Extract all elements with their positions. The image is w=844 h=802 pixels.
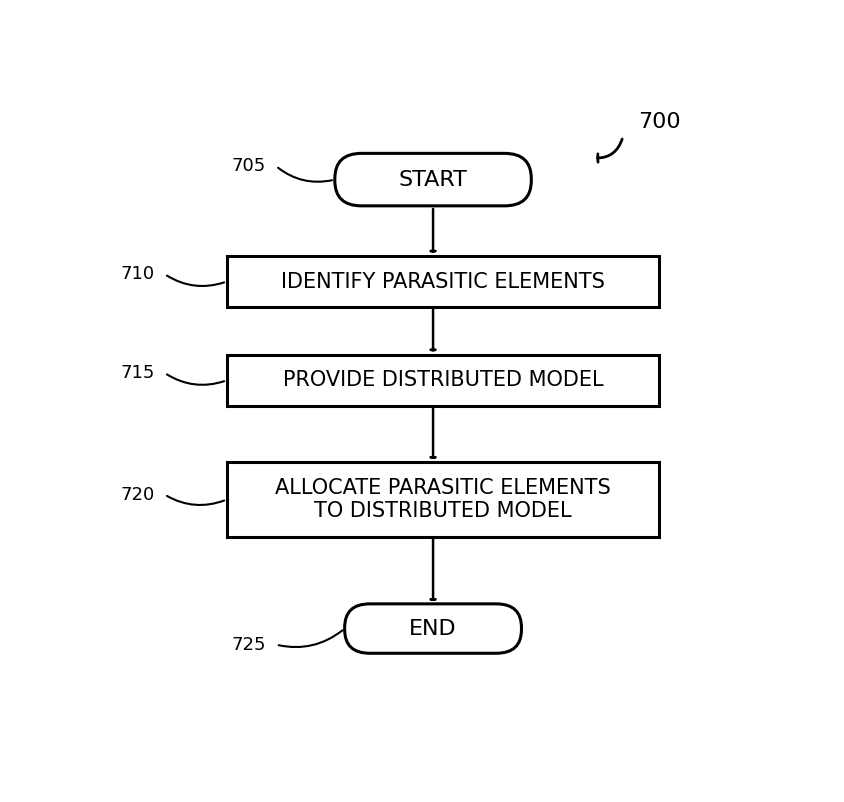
- Text: END: END: [408, 618, 457, 638]
- Text: 725: 725: [231, 636, 266, 654]
- Text: PROVIDE DISTRIBUTED MODEL: PROVIDE DISTRIBUTED MODEL: [282, 371, 603, 391]
- FancyBboxPatch shape: [226, 355, 658, 406]
- FancyBboxPatch shape: [226, 463, 658, 537]
- Text: 700: 700: [637, 112, 679, 132]
- Text: 720: 720: [121, 485, 154, 504]
- Text: 705: 705: [231, 157, 266, 175]
- Text: 715: 715: [120, 364, 154, 382]
- Text: START: START: [398, 169, 467, 189]
- FancyBboxPatch shape: [344, 604, 521, 654]
- Text: 710: 710: [121, 265, 154, 283]
- Text: ALLOCATE PARASITIC ELEMENTS
TO DISTRIBUTED MODEL: ALLOCATE PARASITIC ELEMENTS TO DISTRIBUT…: [274, 478, 610, 521]
- Text: IDENTIFY PARASITIC ELEMENTS: IDENTIFY PARASITIC ELEMENTS: [280, 272, 604, 291]
- FancyBboxPatch shape: [226, 256, 658, 307]
- FancyBboxPatch shape: [334, 153, 531, 206]
